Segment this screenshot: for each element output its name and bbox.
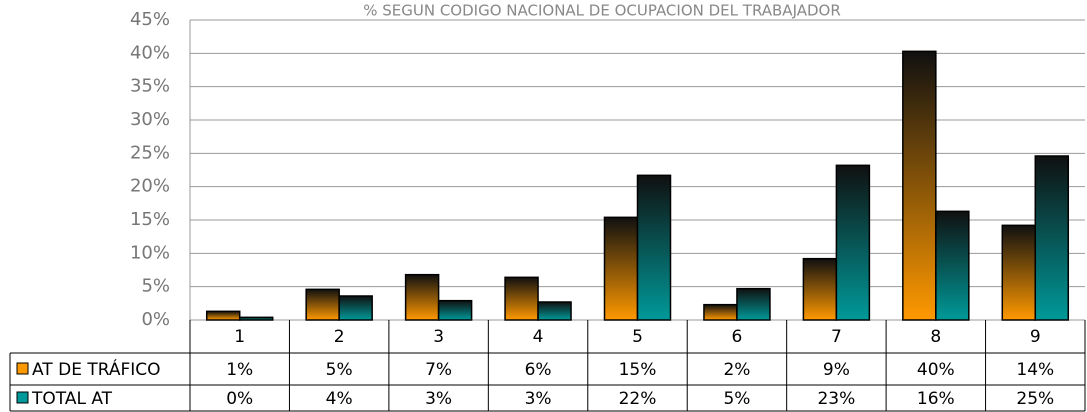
- bar: [902, 50, 937, 321]
- bar: [935, 210, 970, 321]
- chart-title: % SEGUN CODIGO NACIONAL DE OCUPACION DEL…: [363, 2, 841, 20]
- bar: [835, 164, 871, 321]
- value-label: 22%: [619, 389, 657, 409]
- y-tick-label: 25%: [130, 142, 170, 163]
- bar: [802, 257, 838, 321]
- value-label: 23%: [817, 389, 855, 409]
- legend-label: TOTAL AT: [31, 389, 113, 409]
- y-tick-label: 35%: [130, 76, 170, 97]
- value-label: 3%: [525, 389, 552, 409]
- value-label: 25%: [1016, 389, 1054, 409]
- bar: [537, 301, 572, 321]
- bar: [504, 276, 539, 321]
- bar: [205, 310, 241, 321]
- x-tick-label: 1: [234, 327, 245, 347]
- bar: [603, 216, 639, 321]
- value-label: 0%: [226, 389, 253, 409]
- legend-swatch: [16, 362, 29, 375]
- value-label: 1%: [226, 360, 253, 380]
- x-tick-label: 7: [831, 327, 842, 347]
- bar: [1034, 155, 1070, 321]
- bar: [703, 303, 738, 321]
- value-label: 15%: [619, 360, 657, 380]
- bar: [437, 299, 473, 321]
- bar: [338, 295, 373, 321]
- y-tick-label: 40%: [130, 42, 170, 63]
- bar: [736, 287, 771, 321]
- value-label: 4%: [326, 389, 353, 409]
- y-tick-label: 30%: [130, 109, 170, 130]
- bar: [404, 273, 440, 321]
- x-tick-label: 5: [632, 327, 643, 347]
- y-tick-label: 20%: [130, 176, 170, 197]
- y-tick-label: 5%: [141, 276, 170, 297]
- x-tick-label: 3: [433, 327, 444, 347]
- legend-label: AT DE TRÁFICO: [32, 358, 161, 380]
- x-tick-label: 4: [533, 327, 544, 347]
- x-tick-label: 2: [334, 327, 345, 347]
- value-label: 40%: [917, 360, 955, 380]
- value-label: 14%: [1016, 360, 1054, 380]
- x-tick-label: 8: [930, 327, 941, 347]
- legend-swatch: [16, 391, 29, 404]
- x-tick-label: 6: [732, 327, 743, 347]
- y-tick-label: 0%: [141, 309, 170, 330]
- value-label: 5%: [326, 360, 353, 380]
- y-tick-label: 15%: [130, 209, 170, 230]
- bar: [636, 174, 672, 321]
- bar: [1001, 224, 1037, 321]
- value-label: 6%: [525, 360, 552, 380]
- value-label: 7%: [425, 360, 452, 380]
- bar: [238, 316, 274, 321]
- bar: [305, 288, 340, 321]
- value-label: 16%: [917, 389, 955, 409]
- y-tick-label: 10%: [130, 242, 170, 263]
- x-tick-label: 9: [1030, 327, 1041, 347]
- value-label: 5%: [723, 389, 750, 409]
- value-label: 3%: [425, 389, 452, 409]
- y-tick-label: 45%: [130, 9, 170, 30]
- value-label: 2%: [723, 360, 750, 380]
- value-label: 9%: [823, 360, 850, 380]
